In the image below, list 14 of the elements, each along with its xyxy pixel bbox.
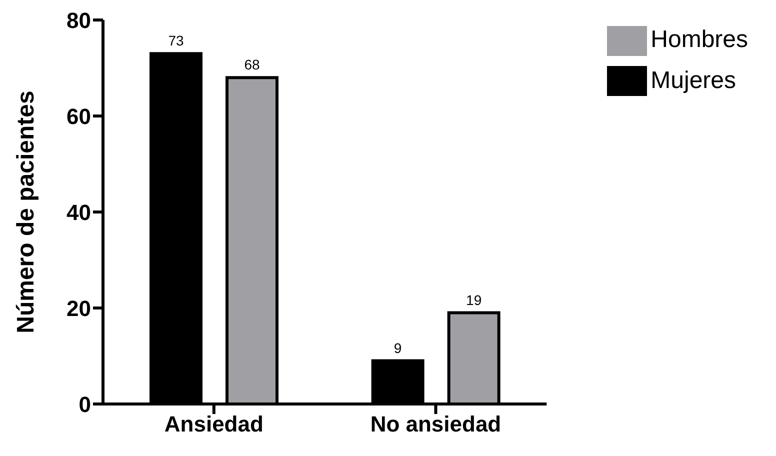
y-tick-label: 60 — [66, 104, 91, 129]
data-label: 9 — [394, 340, 402, 356]
data-label: 73 — [168, 32, 184, 49]
data-label: 19 — [466, 292, 482, 308]
y-tick-label: 40 — [66, 200, 91, 225]
y-tick-label: 20 — [66, 296, 91, 321]
data-label: 68 — [244, 56, 260, 73]
x-tick-label: No ansiedad — [370, 412, 502, 437]
legend-label: Mujeres — [650, 66, 736, 94]
y-axis-title: Número de pacientes — [12, 90, 40, 334]
x-tick-label: Ansiedad — [164, 412, 264, 437]
legend-label: Hombres — [650, 26, 748, 53]
y-tick-label: 0 — [78, 392, 91, 417]
y-tick-label: 80 — [66, 8, 91, 33]
